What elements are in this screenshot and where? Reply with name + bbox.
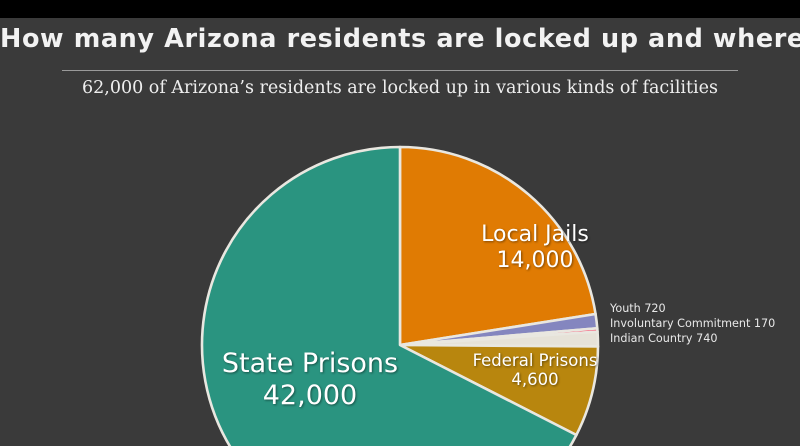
- title-divider: [62, 70, 738, 71]
- pie-slice-state-prisons[interactable]: [200, 145, 578, 446]
- pie-slices-group: [200, 145, 600, 446]
- slice-label-state-prisons-value: 42,000: [262, 379, 358, 411]
- callout-label: Youth 720: [610, 302, 666, 315]
- callout-label: Indian Country 740: [610, 332, 718, 346]
- slice-label-federal-prisons: Federal Prisons 4,600: [420, 351, 650, 390]
- slice-label-local-jails-value: 14,000: [496, 247, 574, 273]
- slice-label-local-jails-name: Local Jails: [481, 222, 589, 247]
- slice-label-local-jails: Local Jails 14,000: [400, 222, 670, 274]
- callout-label: Involuntary Commitment 170: [610, 317, 776, 331]
- slice-label-state-prisons: State Prisons 42,000: [140, 348, 480, 412]
- pie-slice-local-jails[interactable]: [398, 145, 597, 347]
- slice-label-state-prisons-name: State Prisons: [221, 348, 399, 379]
- slice-label-federal-prisons-name: Federal Prisons: [472, 351, 598, 370]
- page-subtitle: 62,000 of Arizona’s residents are locked…: [82, 78, 718, 98]
- slice-label-federal-prisons-value: 4,600: [511, 370, 559, 390]
- callout-label-group: Youth 720 Involuntary Commitment 170 India…: [610, 301, 800, 347]
- page-title: How many Arizona residents are locked up…: [0, 24, 800, 54]
- top-black-bar: [0, 0, 800, 18]
